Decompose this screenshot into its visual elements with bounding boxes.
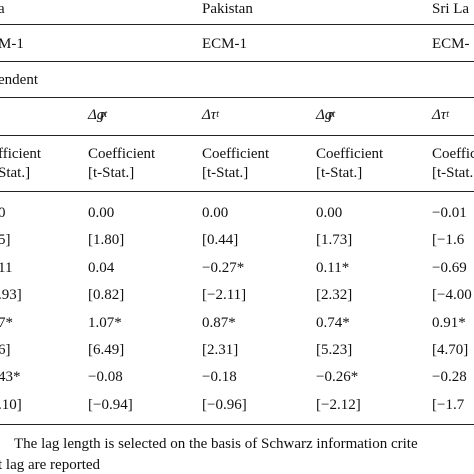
variable-base: Δg bbox=[88, 107, 105, 123]
cell: 0.74* bbox=[316, 314, 350, 331]
cell: 43* bbox=[0, 369, 21, 386]
rule bbox=[0, 97, 474, 98]
variable: Δτ t bbox=[432, 106, 449, 124]
cell: −0.28 bbox=[432, 369, 467, 386]
cell: 6] bbox=[0, 342, 11, 358]
column-header: Coefficient bbox=[88, 146, 156, 162]
variable-sup: p bbox=[328, 109, 334, 120]
variable-sub: t bbox=[216, 109, 219, 120]
column-header: fficient bbox=[0, 146, 42, 162]
cell: [2.32] bbox=[316, 287, 353, 304]
rule bbox=[0, 24, 474, 25]
variable-base: Δτ bbox=[202, 107, 217, 123]
cell: .93] bbox=[0, 287, 22, 304]
cell: −0.69 bbox=[432, 259, 467, 276]
cell: 0.91* bbox=[432, 314, 466, 331]
cell: [0.44] bbox=[202, 232, 239, 249]
cell: [−1.6 bbox=[432, 232, 465, 249]
variable-sup: p bbox=[100, 109, 106, 120]
variable: Δg t p bbox=[88, 106, 108, 124]
cell: 0.04 bbox=[88, 259, 115, 276]
variable-sub: t bbox=[104, 109, 108, 120]
cell: [4.70] bbox=[432, 342, 469, 358]
column-header: Stat.] bbox=[0, 165, 31, 181]
model: ECM- bbox=[432, 36, 470, 52]
cell: −0.26* bbox=[316, 369, 359, 386]
variable-base: Δg bbox=[316, 107, 333, 123]
cell: [6.49] bbox=[88, 342, 125, 358]
variable-sub: t bbox=[332, 109, 336, 120]
dependent: endent bbox=[0, 72, 38, 88]
column-header: [t-Stat.] bbox=[316, 165, 363, 181]
cell: 0.00 bbox=[316, 205, 343, 221]
column-header: [t-Stat. bbox=[432, 165, 474, 181]
model: ECM-1 bbox=[202, 36, 247, 52]
cell: −0.27* bbox=[202, 259, 245, 276]
column-header: [t-Stat.] bbox=[88, 165, 135, 181]
cell: 0.87* bbox=[202, 314, 236, 331]
cell: 0 bbox=[0, 205, 6, 221]
rule bbox=[0, 424, 474, 425]
cell: 5] bbox=[0, 232, 11, 249]
cell: [−4.00 bbox=[432, 287, 472, 304]
footnote: The lag length is selected on the basis … bbox=[14, 436, 418, 452]
model: M-1 bbox=[0, 36, 24, 52]
cell: [5.23] bbox=[316, 342, 353, 358]
country: Pakistan bbox=[202, 1, 253, 17]
column-header: Coefficient bbox=[316, 146, 384, 162]
column-header: Coefficient bbox=[432, 146, 474, 162]
country: Sri La bbox=[432, 1, 470, 17]
cell: 0.00 bbox=[202, 205, 229, 221]
cell: [1.80] bbox=[88, 232, 125, 249]
cell: [−0.96] bbox=[202, 396, 247, 413]
variable-base: Δτ bbox=[432, 107, 447, 123]
cell: −0.18 bbox=[202, 369, 237, 386]
cell: [−2.12] bbox=[316, 396, 361, 413]
rule bbox=[0, 135, 474, 136]
cell: 11 bbox=[0, 259, 13, 276]
cell: [−0.94] bbox=[88, 396, 133, 413]
rule bbox=[0, 61, 474, 62]
cell: −0.01 bbox=[432, 205, 467, 221]
country: a bbox=[0, 1, 5, 17]
column-header: [t-Stat.] bbox=[202, 165, 249, 181]
cell: [−2.11] bbox=[202, 287, 247, 304]
footnote: t lag are reported bbox=[0, 457, 101, 473]
cell: 0.11* bbox=[316, 259, 350, 276]
cell: [−1.7 bbox=[432, 396, 465, 413]
cell: −0.08 bbox=[88, 369, 123, 386]
variable: Δτ t bbox=[202, 106, 219, 124]
column-header: Coefficient bbox=[202, 146, 270, 162]
variable: Δg t p bbox=[316, 106, 336, 124]
cell: [0.82] bbox=[88, 287, 125, 304]
cell: [2.31] bbox=[202, 342, 239, 358]
cell: 7* bbox=[0, 314, 13, 331]
cell: 0.00 bbox=[88, 205, 115, 221]
cell: .10] bbox=[0, 396, 22, 413]
rule bbox=[0, 191, 474, 192]
variable-sub: t bbox=[446, 109, 449, 120]
cell: [1.73] bbox=[316, 232, 353, 249]
cell: 1.07* bbox=[88, 314, 122, 331]
